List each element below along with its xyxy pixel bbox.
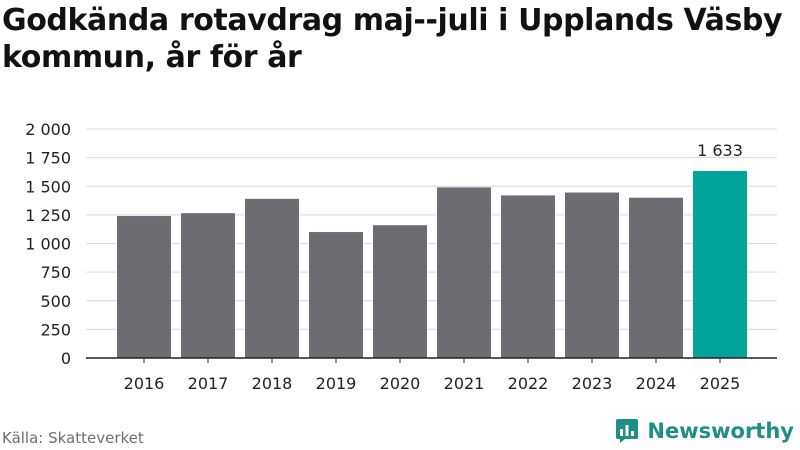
x-tick-label: 2020 xyxy=(380,374,421,393)
x-tick-label: 2025 xyxy=(700,374,741,393)
y-tick-label: 500 xyxy=(40,292,71,311)
brand-name: Newsworthy xyxy=(647,419,794,443)
y-tick-label: 250 xyxy=(40,320,71,339)
bar-2021 xyxy=(437,187,491,358)
x-tick-label: 2019 xyxy=(316,374,357,393)
x-axis-ticks: 2016 2017 2018 2019 2020 2021 2022 2023 2024 2025 xyxy=(124,358,741,393)
x-tick-label: 2024 xyxy=(636,374,677,393)
y-tick-label: 750 xyxy=(40,263,71,282)
source-note: Källa: Skatteverket xyxy=(2,429,144,447)
x-tick-label: 2018 xyxy=(252,374,293,393)
x-tick-label: 2017 xyxy=(188,374,229,393)
y-tick-label: 1 500 xyxy=(25,177,71,196)
bar-2023 xyxy=(565,192,619,358)
y-axis-ticks: 0 250 500 750 1 000 1 250 1 500 1 750 2 000 xyxy=(25,120,71,368)
y-tick-label: 1 000 xyxy=(25,235,71,254)
x-tick-label: 2022 xyxy=(508,374,549,393)
y-tick-label: 2 000 xyxy=(25,120,71,139)
bar-2024 xyxy=(629,197,683,358)
chart-title: Godkända rotavdrag maj--juli i Upplands … xyxy=(2,3,783,75)
bar-2019 xyxy=(309,232,363,358)
bars xyxy=(117,171,747,358)
bar-2017 xyxy=(181,213,235,358)
newsworthy-logo-icon xyxy=(616,419,639,443)
y-tick-label: 0 xyxy=(61,349,71,368)
data-label: 1 633 xyxy=(697,141,743,160)
bar-2018 xyxy=(245,198,299,358)
x-tick-label: 2016 xyxy=(124,374,165,393)
x-tick-label: 2023 xyxy=(572,374,613,393)
bar-2025 xyxy=(693,171,747,358)
brand-logo: Newsworthy xyxy=(615,418,794,444)
y-tick-label: 1 750 xyxy=(25,149,71,168)
y-tick-label: 1 250 xyxy=(25,206,71,225)
bar-2016 xyxy=(117,216,171,358)
x-tick-label: 2021 xyxy=(444,374,485,393)
bar-2020 xyxy=(373,225,427,358)
bar-2022 xyxy=(501,195,555,358)
data-labels: 1 633 xyxy=(697,141,743,160)
